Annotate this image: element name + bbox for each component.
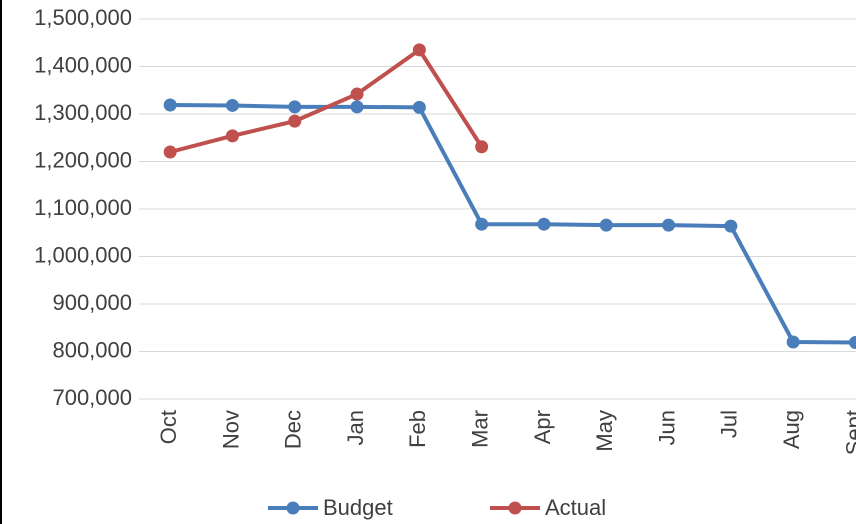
point bbox=[599, 218, 613, 232]
x-tick-label: Jul bbox=[717, 410, 742, 438]
point bbox=[662, 218, 676, 232]
x-tick-label: Feb bbox=[405, 410, 430, 448]
legend-marker bbox=[508, 501, 522, 515]
x-tick-label: Dec bbox=[281, 410, 306, 449]
point bbox=[412, 43, 426, 57]
y-tick-label: 1,300,000 bbox=[34, 100, 132, 125]
legend-label: Actual bbox=[545, 495, 606, 520]
y-tick-label: 1,500,000 bbox=[34, 5, 132, 30]
x-tick-label: Oct bbox=[156, 410, 181, 444]
point bbox=[475, 140, 489, 154]
point bbox=[350, 100, 364, 114]
x-tick-label: Aug bbox=[779, 410, 804, 449]
series-line bbox=[169, 47, 484, 154]
point bbox=[475, 217, 489, 231]
x-tick-label: May bbox=[592, 410, 617, 452]
y-tick-label: 1,000,000 bbox=[34, 242, 132, 267]
x-tick-label: Apr bbox=[530, 410, 555, 444]
point bbox=[225, 129, 239, 143]
y-tick-label: 800,000 bbox=[52, 337, 132, 362]
point bbox=[412, 100, 426, 114]
point bbox=[225, 98, 239, 112]
y-tick-label: 1,200,000 bbox=[34, 147, 132, 172]
y-tick-label: 900,000 bbox=[52, 290, 132, 315]
point bbox=[350, 87, 364, 101]
point bbox=[786, 335, 800, 349]
point bbox=[163, 98, 177, 112]
legend-marker bbox=[286, 501, 300, 515]
point bbox=[537, 217, 551, 231]
y-tick-label: 1,400,000 bbox=[34, 52, 132, 77]
x-tick-label: Jun bbox=[654, 410, 679, 445]
x-tick-label: Nov bbox=[218, 410, 243, 449]
point bbox=[288, 114, 302, 128]
x-tick-label: Mar bbox=[467, 410, 492, 448]
legend-label: Budget bbox=[323, 495, 393, 520]
series-line bbox=[170, 102, 856, 345]
x-tick-label: Jan bbox=[343, 410, 368, 445]
point bbox=[724, 219, 738, 233]
y-tick-label: 700,000 bbox=[52, 385, 132, 410]
point bbox=[848, 335, 856, 349]
point bbox=[163, 145, 177, 159]
y-tick-label: 1,100,000 bbox=[34, 195, 132, 220]
x-tick-label: Sept bbox=[841, 410, 856, 455]
point bbox=[288, 100, 302, 114]
